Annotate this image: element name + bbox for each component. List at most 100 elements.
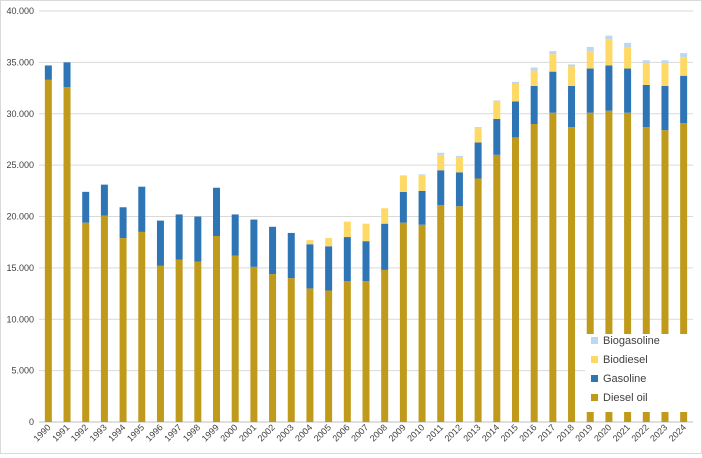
bar-biogasoline-2021 [624, 42, 632, 47]
bar-diesel-oil-1996 [156, 265, 164, 422]
gridlines [39, 10, 693, 423]
bar-biodiesel-2011 [437, 154, 445, 171]
bar-diesel-oil-1992 [82, 222, 90, 422]
bar-biodiesel-2021 [624, 46, 632, 69]
bar-diesel-oil-1994 [119, 238, 127, 422]
x-tick-label: 2016 [517, 422, 538, 443]
bar-diesel-oil-2007 [362, 281, 370, 422]
legend-swatch [591, 394, 598, 401]
x-tick-label: 2002 [256, 422, 277, 443]
x-tick-label: 2005 [312, 422, 333, 443]
x-tick-label: 2012 [443, 422, 464, 443]
x-tick-label: 2014 [480, 422, 501, 443]
x-tick-label: 1995 [125, 422, 146, 443]
bar-diesel-oil-2000 [231, 255, 239, 422]
y-tick-label: 20.000 [6, 212, 34, 222]
bar-gasoline-1998 [194, 216, 202, 262]
bar-diesel-oil-2004 [306, 288, 314, 422]
bar-gasoline-2014 [493, 118, 501, 155]
x-tick-label: 1997 [162, 422, 183, 443]
bar-biodiesel-2007 [362, 223, 370, 242]
bar-gasoline-1996 [156, 220, 164, 266]
x-tick-label: 2001 [237, 422, 258, 443]
bar-gasoline-2000 [231, 214, 239, 256]
bar-biodiesel-2004 [306, 240, 314, 245]
bar-gasoline-2016 [530, 86, 538, 125]
legend-label: Gasoline [603, 373, 646, 385]
bar-diesel-oil-2003 [287, 278, 295, 422]
y-tick-label: 0 [29, 417, 34, 427]
bar-diesel-oil-2011 [437, 205, 445, 422]
bar-gasoline-1993 [100, 184, 108, 216]
bar-biogasoline-2018 [568, 64, 576, 67]
x-tick-label: 1992 [69, 422, 90, 443]
bar-diesel-oil-1993 [100, 215, 108, 422]
x-tick-label: 2010 [405, 422, 426, 443]
bar-diesel-oil-2001 [250, 266, 258, 422]
bar-gasoline-2011 [437, 170, 445, 206]
legend-label: Diesel oil [603, 392, 648, 404]
y-tick-label: 15.000 [6, 263, 34, 273]
x-tick-label: 2021 [611, 422, 632, 443]
bar-biodiesel-2010 [418, 175, 426, 191]
x-tick-label: 2019 [573, 422, 594, 443]
bar-gasoline-2003 [287, 232, 295, 279]
x-tick-label: 2000 [218, 422, 239, 443]
bar-gasoline-2006 [343, 237, 351, 282]
bar-gasoline-2023 [661, 86, 669, 131]
legend: Biogasoline Biodiesel Gasoline Diesel oil [585, 334, 695, 412]
bar-diesel-oil-2002 [269, 274, 277, 422]
y-tick-label: 30.000 [6, 109, 34, 119]
x-tick-label: 1994 [106, 422, 127, 443]
bar-biogasoline-2014 [493, 100, 501, 102]
y-tick-label: 5.000 [11, 366, 34, 376]
x-tick-label: 2003 [274, 422, 295, 443]
bar-biogasoline-2013 [474, 127, 482, 129]
bar-gasoline-2020 [605, 65, 613, 111]
y-tick-label: 35.000 [6, 57, 34, 67]
bar-diesel-oil-2015 [511, 137, 519, 422]
x-tick-label: 2006 [330, 422, 351, 443]
bar-gasoline-2002 [269, 226, 277, 275]
bar-biogasoline-2016 [530, 67, 538, 71]
bar-diesel-oil-2022 [642, 127, 650, 423]
bar-diesel-oil-2017 [549, 112, 557, 422]
legend-label: Biogasoline [603, 335, 660, 347]
bar-diesel-oil-2008 [381, 269, 389, 422]
x-tick-label: 1991 [50, 422, 71, 443]
bar-gasoline-1997 [175, 214, 183, 260]
bar-diesel-oil-2005 [325, 290, 333, 422]
x-tick-label: 2020 [592, 422, 613, 443]
x-axis: 1990199119921993199419951996199719981999… [32, 422, 689, 443]
bar-biogasoline-2010 [418, 174, 426, 176]
bar-biogasoline-2017 [549, 51, 557, 55]
bar-biogasoline-2020 [605, 35, 613, 40]
x-tick-label: 2023 [648, 422, 669, 443]
bar-diesel-oil-1997 [175, 259, 183, 422]
legend-swatch [591, 356, 598, 363]
bar-biodiesel-2015 [511, 83, 519, 102]
bar-gasoline-2007 [362, 241, 370, 282]
legend-swatch [591, 337, 598, 344]
bar-diesel-oil-2016 [530, 124, 538, 423]
bar-diesel-oil-2013 [474, 178, 482, 422]
bar-gasoline-2019 [586, 68, 594, 113]
bar-biodiesel-2012 [455, 156, 463, 173]
x-tick-label: 1990 [32, 422, 53, 443]
bar-biodiesel-2023 [661, 63, 669, 87]
bar-biodiesel-2013 [474, 128, 482, 143]
bar-biogasoline-2023 [661, 60, 669, 64]
x-tick-label: 2015 [499, 422, 520, 443]
bar-diesel-oil-2012 [455, 206, 463, 422]
bar-gasoline-1992 [82, 191, 90, 223]
x-tick-label: 2017 [536, 422, 557, 443]
bar-gasoline-1990 [44, 65, 52, 80]
bar-gasoline-2005 [325, 246, 333, 291]
legend-background [585, 334, 695, 412]
bar-gasoline-2024 [680, 75, 688, 123]
bar-biodiesel-2014 [493, 101, 501, 119]
bar-gasoline-2012 [455, 172, 463, 207]
bar-diesel-oil-1995 [138, 231, 146, 422]
bar-diesel-oil-1991 [63, 87, 71, 422]
bar-biodiesel-2009 [399, 175, 407, 192]
